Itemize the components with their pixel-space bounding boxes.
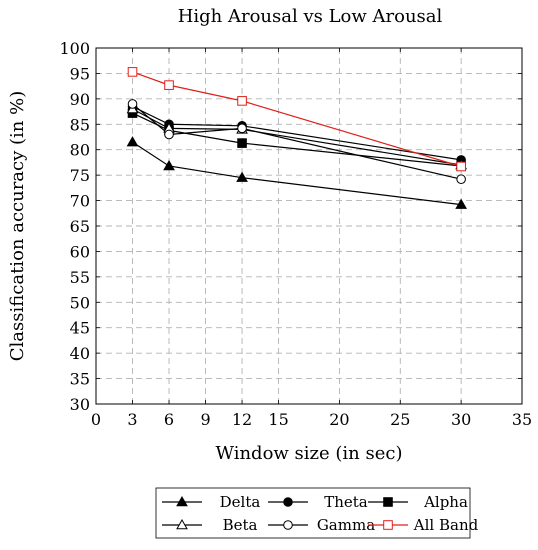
legend-marker-gamma	[283, 520, 293, 530]
data-point-all-band	[127, 67, 138, 77]
data-point-gamma	[456, 174, 466, 185]
series-markers	[126, 67, 468, 209]
data-point-delta	[236, 171, 248, 182]
y-tick-label: 30	[70, 395, 90, 414]
legend: Delta Theta Alpha Beta Gamma All Band	[155, 487, 479, 539]
x-tick-label: 9	[200, 410, 210, 429]
x-tick-label: 20	[329, 410, 349, 429]
data-point-gamma	[237, 123, 247, 134]
legend-marker-alpha	[383, 497, 393, 507]
legend-marker-delta	[176, 495, 188, 507]
y-tick-label: 80	[70, 141, 90, 160]
y-tick-label: 70	[70, 192, 90, 211]
data-point-all-band	[164, 80, 174, 90]
y-tick-label: 40	[70, 344, 90, 363]
data-point-delta	[126, 136, 139, 147]
legend-marker-theta	[283, 497, 293, 507]
x-tick-label: 15	[268, 410, 288, 429]
x-tick-label: 25	[390, 410, 410, 429]
legend-label-alpha: Alpha	[423, 493, 468, 511]
y-axis-label: Classification accuracy (in %)	[7, 91, 28, 361]
y-tick-label: 35	[70, 370, 90, 389]
y-tick-label: 65	[70, 217, 90, 236]
series-line-alpha	[132, 112, 462, 167]
y-tick-label: 100	[59, 39, 90, 58]
series-line-gamma	[132, 103, 462, 180]
data-point-alpha	[237, 138, 247, 148]
x-tick-label: 3	[127, 410, 137, 429]
series-line-delta	[132, 141, 462, 206]
data-point-gamma	[164, 129, 174, 140]
data-point-all-band	[237, 96, 247, 106]
x-tick-label: 35	[512, 410, 532, 429]
legend-marker-all-band	[383, 520, 393, 530]
legend-box	[155, 487, 471, 539]
y-tick-label: 85	[70, 115, 90, 134]
legend-label-theta: Theta	[324, 493, 368, 511]
y-tick-label: 55	[70, 268, 90, 287]
data-point-delta	[163, 159, 175, 171]
chart-title: High Arousal vs Low Arousal	[178, 6, 443, 27]
y-tick-label: 45	[70, 319, 90, 338]
legend-label-beta: Beta	[223, 516, 258, 534]
x-tick-label: 30	[451, 410, 471, 429]
x-tick-label: 0	[91, 410, 101, 429]
y-tick-label: 75	[70, 166, 90, 185]
y-tick-label: 50	[70, 293, 90, 312]
x-tick-label: 12	[232, 410, 252, 429]
y-tick-label: 90	[70, 90, 90, 109]
data-point-delta	[455, 198, 468, 209]
legend-label-all-band: All Band	[413, 516, 479, 534]
series-line-theta	[132, 105, 462, 161]
x-tick-label: 6	[164, 410, 174, 429]
series-line-all-band	[132, 71, 462, 168]
legend-label-gamma: Gamma	[317, 516, 375, 534]
axes: 0 3 6 9 12 15 20 25 30 35 30 35 40 45 50 55 60 65 70 75 80 85…	[59, 39, 532, 429]
y-tick-label: 95	[70, 64, 90, 83]
data-point-all-band	[456, 161, 466, 172]
grid	[96, 48, 522, 404]
legend-marker-beta	[176, 518, 188, 530]
data-point-gamma	[127, 99, 138, 109]
series-lines	[132, 71, 462, 206]
legend-label-delta: Delta	[220, 493, 261, 511]
y-tick-label: 60	[70, 242, 90, 261]
x-axis-label: Window size (in sec)	[216, 443, 403, 464]
